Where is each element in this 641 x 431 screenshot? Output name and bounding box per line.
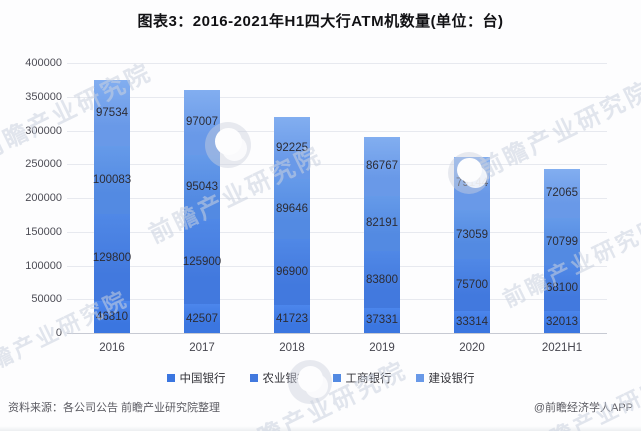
legend-swatch-icon	[415, 374, 424, 382]
gridline	[67, 265, 607, 267]
bar-segment: 95043	[184, 155, 220, 220]
bar-segment: 41723	[274, 304, 310, 333]
legend-label: 中国银行	[179, 373, 226, 385]
bar-segment-value-label: 41723	[276, 312, 308, 325]
bar-segment: 37331	[364, 307, 400, 333]
gridline	[67, 130, 607, 132]
legend-item: 建设银行	[415, 370, 475, 386]
bar-segment-value-label: 96900	[276, 266, 308, 279]
gridline	[67, 333, 607, 334]
bar-segment-value-label: 79144	[456, 177, 488, 190]
y-axis-tick-label: 200000	[25, 192, 62, 204]
legend-item: 工商银行	[332, 370, 392, 386]
bar-segment-value-label: 89646	[276, 203, 308, 216]
bar-segment-value-label: 68100	[546, 282, 578, 295]
gridline	[67, 63, 607, 64]
gridline	[67, 299, 607, 301]
bar-segment: 97007	[184, 89, 220, 156]
bar-segment: 42507	[184, 304, 220, 333]
credit-note: @前瞻经济学人APP	[533, 402, 633, 414]
bar-segment: 46810	[94, 301, 130, 333]
x-axis-tick-label: 2017	[189, 342, 215, 354]
y-axis-tick-label: 50000	[31, 293, 62, 306]
bar-segment-value-label: 42507	[186, 312, 218, 325]
bar-segment: 33314	[454, 310, 490, 333]
footer: 资料来源：各公司公告 前瞻产业研究院整理 @前瞻经济学人APP	[8, 399, 633, 415]
bar-segment: 72065	[544, 168, 580, 218]
bar-segment: 68100	[544, 265, 580, 312]
bar-segment-value-label: 33314	[456, 315, 488, 328]
bar-segment-value-label: 129800	[92, 251, 132, 264]
legend-swatch-icon	[249, 374, 258, 382]
bar-segment: 125900	[182, 219, 222, 305]
y-axis-tick-label: 250000	[25, 158, 62, 171]
legend-item: 中国银行	[166, 370, 226, 386]
legend-label: 工商银行	[345, 373, 392, 385]
bar-segment: 79144	[454, 156, 490, 211]
bar-segment-value-label: 32013	[546, 316, 578, 329]
bar-segment-value-label: 70799	[546, 235, 578, 248]
legend: 中国银行 农业银行 工商银行 建设银行	[0, 370, 641, 386]
bar-segment: 129800	[92, 213, 132, 302]
bar-segment: 96900	[274, 239, 310, 305]
bar-segment-value-label: 92225	[276, 141, 308, 154]
gridline	[67, 198, 607, 199]
legend-swatch-icon	[166, 374, 175, 382]
bar-segment-value-label: 82191	[366, 217, 398, 230]
y-axis-tick-label: 100000	[25, 259, 62, 272]
bar-segment-value-label: 46810	[96, 311, 128, 324]
bar-segment: 100083	[92, 146, 132, 214]
bar-segment: 92225	[274, 116, 310, 179]
gridline	[67, 96, 607, 98]
x-axis-tick-label: 2016	[99, 342, 125, 354]
bar-segment-value-label: 125900	[182, 255, 222, 268]
bar-segment-value-label: 75700	[456, 278, 488, 291]
legend-label: 建设银行	[428, 373, 475, 385]
bar-segment: 97534	[94, 80, 130, 147]
gridline	[67, 164, 607, 166]
y-axis-tick-label: 150000	[25, 225, 62, 238]
x-axis-tick-label: 2019	[369, 342, 395, 354]
bar-segment-value-label: 37331	[366, 314, 398, 327]
bar-segment-value-label: 73059	[456, 228, 488, 241]
bar-segment: 89646	[274, 178, 310, 240]
legend-item: 农业银行	[249, 370, 309, 386]
bar-segment: 82191	[364, 195, 400, 252]
chart-title: 图表3：2016-2021年H1四大行ATM机数量(单位：台)	[137, 13, 504, 30]
bar-segment-value-label: 83800	[366, 273, 398, 286]
bar-segment: 70799	[544, 217, 580, 266]
x-axis-tick-label: 2018	[279, 342, 305, 354]
bar-segment-value-label: 95043	[186, 181, 218, 194]
bar-segment: 73059	[454, 210, 490, 260]
legend-label: 农业银行	[262, 373, 309, 385]
y-axis-tick-label: 350000	[25, 90, 62, 103]
gridline	[67, 231, 607, 233]
y-axis-tick-label: 400000	[25, 57, 62, 69]
bar-segment: 32013	[544, 311, 580, 333]
y-axis-tick-label: 300000	[25, 124, 62, 137]
bottom-edge-divider	[0, 426, 641, 431]
bar-segment-value-label: 86767	[366, 160, 398, 173]
legend-swatch-icon	[332, 374, 341, 382]
bar-segment-value-label: 97007	[186, 116, 218, 129]
bar-segment: 83800	[364, 251, 400, 308]
bar-segment-value-label: 72065	[546, 187, 578, 200]
bar-segment-value-label: 97534	[96, 107, 128, 120]
bar-segment-value-label: 100083	[92, 173, 132, 186]
source-note: 资料来源：各公司公告 前瞻产业研究院整理	[8, 402, 221, 414]
bar-segment: 75700	[454, 259, 490, 311]
x-axis-tick-label: 2020	[459, 342, 485, 354]
bar-segment: 86767	[364, 137, 400, 196]
x-axis-tick-label: 2021H1	[541, 342, 583, 354]
y-axis-tick-label: 0	[55, 327, 62, 339]
